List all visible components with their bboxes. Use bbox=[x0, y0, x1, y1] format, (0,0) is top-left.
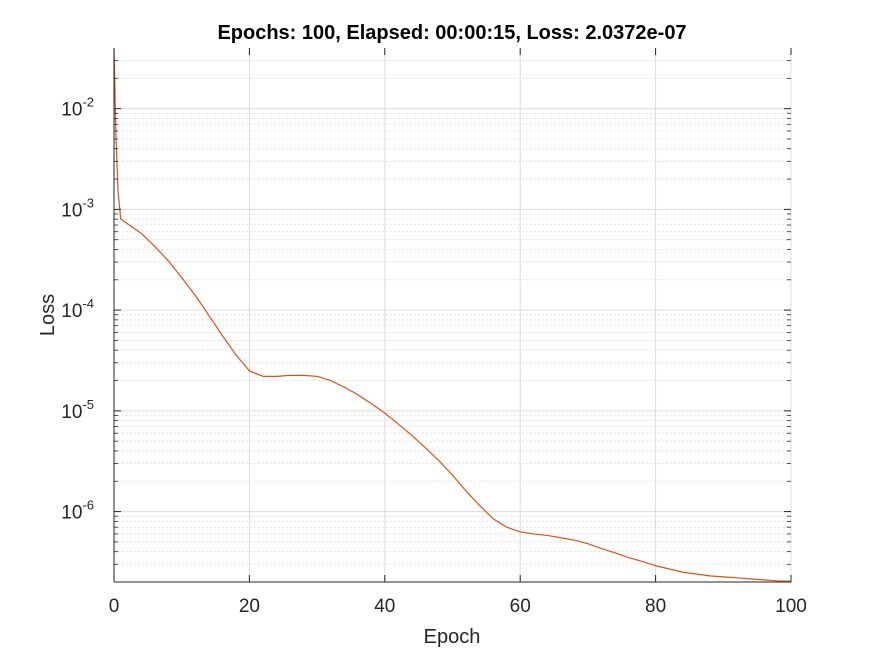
x-tick-label: 60 bbox=[510, 596, 531, 617]
plot-area bbox=[114, 48, 791, 582]
y-axis-label: Loss bbox=[37, 294, 59, 336]
y-tick-label: 10-3 bbox=[61, 195, 94, 221]
y-tick-labels: 10-6 10-5 10-4 10-3 10-2 bbox=[61, 95, 94, 524]
x-tick-label: 20 bbox=[239, 596, 260, 617]
x-tick-labels: 0 20 40 60 80 100 bbox=[109, 596, 807, 617]
x-axis-label: Epoch bbox=[424, 626, 481, 648]
loss-series-line bbox=[113, 47, 792, 582]
chart-title: Epochs: 100, Elapsed: 00:00:15, Loss: 2.… bbox=[217, 22, 686, 44]
x-tick-label: 80 bbox=[645, 596, 666, 617]
x-tick-label: 100 bbox=[775, 596, 807, 617]
series-layer bbox=[113, 47, 792, 582]
y-tick-label: 10-2 bbox=[61, 95, 94, 121]
minor-grid bbox=[114, 60, 791, 565]
x-tick-label: 40 bbox=[374, 596, 395, 617]
x-tick-label: 0 bbox=[109, 596, 120, 617]
y-tick-label: 10-5 bbox=[61, 397, 94, 423]
axes-layer bbox=[113, 48, 792, 583]
y-tick-label: 10-6 bbox=[61, 498, 94, 524]
y-tick-label: 10-4 bbox=[61, 296, 94, 322]
